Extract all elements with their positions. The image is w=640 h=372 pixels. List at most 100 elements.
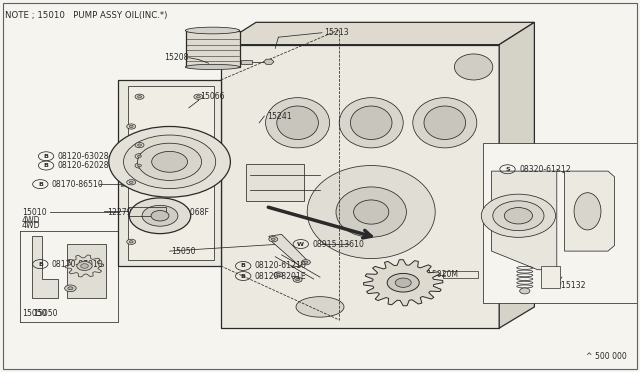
Circle shape (138, 164, 141, 167)
Circle shape (127, 180, 136, 185)
Text: B: B (241, 263, 246, 269)
Circle shape (481, 194, 556, 237)
Circle shape (152, 151, 188, 172)
Text: B: B (44, 163, 49, 168)
Text: 15050: 15050 (22, 309, 46, 318)
Polygon shape (32, 236, 58, 298)
Text: 08320-61212: 08320-61212 (519, 165, 571, 174)
Text: 15241: 15241 (267, 112, 292, 121)
Circle shape (304, 261, 308, 263)
Circle shape (196, 96, 200, 98)
Text: 08170-87010: 08170-87010 (52, 260, 104, 269)
Text: ^ 500 000: ^ 500 000 (586, 352, 627, 361)
Ellipse shape (296, 297, 344, 317)
Text: B: B (44, 154, 49, 159)
Polygon shape (264, 59, 274, 64)
Polygon shape (269, 234, 307, 266)
Circle shape (129, 125, 133, 128)
Circle shape (135, 163, 144, 168)
Ellipse shape (277, 106, 319, 140)
Polygon shape (499, 22, 534, 328)
Circle shape (138, 143, 202, 180)
Text: 15050: 15050 (33, 309, 58, 318)
Circle shape (127, 124, 136, 129)
Polygon shape (492, 171, 557, 270)
Text: B: B (38, 262, 43, 267)
Ellipse shape (454, 54, 493, 80)
Text: *15020M: *15020M (424, 270, 459, 279)
Circle shape (296, 279, 300, 281)
Text: NOTE ; 15010   PUMP ASSY OIL(INC.*): NOTE ; 15010 PUMP ASSY OIL(INC.*) (5, 11, 168, 20)
Circle shape (301, 260, 310, 265)
Circle shape (135, 142, 144, 148)
Text: 08120-61210: 08120-61210 (255, 262, 307, 270)
Bar (541, 266, 560, 288)
Polygon shape (65, 255, 104, 277)
Ellipse shape (186, 27, 240, 34)
Circle shape (129, 181, 133, 183)
Circle shape (396, 278, 412, 287)
Text: B: B (241, 273, 246, 279)
Bar (483, 143, 637, 303)
Text: 4WD: 4WD (22, 216, 40, 225)
Text: 15066: 15066 (200, 92, 224, 101)
Circle shape (81, 264, 88, 268)
Text: 08170-86510: 08170-86510 (52, 180, 104, 189)
Bar (128, 207, 166, 216)
Circle shape (271, 238, 275, 240)
Circle shape (504, 208, 532, 224)
Text: B: B (38, 182, 43, 187)
Circle shape (65, 285, 76, 292)
Circle shape (151, 211, 169, 221)
Circle shape (138, 155, 141, 157)
Circle shape (77, 262, 92, 270)
Circle shape (194, 94, 203, 99)
Ellipse shape (339, 98, 403, 148)
Circle shape (276, 273, 280, 276)
Text: 08915-13610: 08915-13610 (312, 240, 364, 248)
Text: 15050: 15050 (171, 247, 195, 256)
Polygon shape (364, 260, 443, 306)
Circle shape (138, 144, 141, 146)
Circle shape (293, 277, 302, 282)
Polygon shape (221, 22, 534, 45)
Ellipse shape (353, 200, 389, 224)
Ellipse shape (413, 98, 477, 148)
Circle shape (493, 201, 544, 231)
Circle shape (135, 154, 144, 159)
Circle shape (274, 272, 283, 277)
Polygon shape (221, 45, 499, 328)
Text: S: S (505, 167, 510, 172)
Circle shape (129, 198, 191, 234)
Circle shape (68, 287, 73, 290)
Circle shape (109, 126, 230, 197)
Text: W: W (298, 241, 304, 247)
Text: 15068F: 15068F (180, 208, 209, 217)
Text: 12279N: 12279N (108, 208, 138, 217)
Text: 08120-63028: 08120-63028 (58, 152, 109, 161)
Polygon shape (67, 244, 106, 298)
Text: 15208: 15208 (164, 53, 189, 62)
Circle shape (142, 205, 178, 226)
Circle shape (135, 94, 144, 99)
Circle shape (520, 288, 530, 294)
Text: 08120-8201E: 08120-8201E (255, 272, 307, 280)
Ellipse shape (424, 106, 466, 140)
Circle shape (129, 241, 133, 243)
Circle shape (269, 237, 278, 242)
Circle shape (124, 135, 216, 189)
Ellipse shape (266, 98, 330, 148)
Text: 08120-62028: 08120-62028 (58, 161, 109, 170)
Circle shape (387, 273, 419, 292)
Polygon shape (118, 80, 221, 266)
Bar (246, 164, 304, 201)
Text: *15132: *15132 (558, 281, 587, 290)
Ellipse shape (351, 106, 392, 140)
Bar (443, 271, 478, 278)
Bar (241, 60, 252, 64)
Polygon shape (564, 171, 614, 251)
Text: 15213: 15213 (324, 28, 349, 37)
Text: 4WD: 4WD (22, 221, 40, 230)
Circle shape (127, 239, 136, 244)
Ellipse shape (307, 166, 435, 259)
